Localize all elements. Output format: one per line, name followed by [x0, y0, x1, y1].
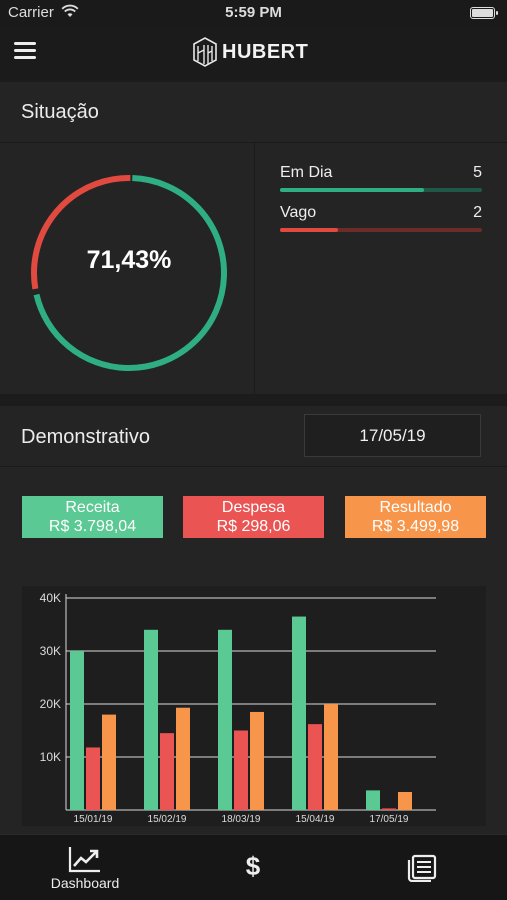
tab-dashboard-label: Dashboard — [50, 875, 120, 891]
trending-chart-icon — [68, 847, 100, 873]
despesa-summary[interactable]: Despesa R$ 298,06 — [183, 496, 324, 538]
y-tick-label: 30K — [40, 644, 61, 658]
legend-em-dia-count: 5 — [473, 164, 482, 181]
tab-dashboard[interactable]: Dashboard — [30, 835, 140, 900]
resultado-summary[interactable]: Resultado R$ 3.499,98 — [345, 496, 486, 538]
receita-value: R$ 3.798,04 — [48, 518, 137, 535]
legend-em-dia-track — [280, 188, 482, 192]
situacao-percent: 71,43% — [86, 246, 172, 274]
brand-logo: HUBERT — [190, 36, 308, 68]
hamburger-line — [14, 56, 36, 59]
donut-vago-arc — [31, 175, 227, 371]
divider — [254, 142, 255, 394]
legend-em-dia-bar — [280, 188, 425, 192]
tab-bar: Dashboard $ — [0, 834, 507, 900]
x-tick-label: 15/01/19 — [74, 814, 113, 825]
bar — [144, 629, 158, 810]
y-tick-label: 10K — [40, 750, 61, 764]
situacao-title: Situação — [21, 101, 99, 123]
x-tick-label: 18/03/19 — [222, 814, 261, 825]
menu-button[interactable] — [14, 42, 36, 60]
y-tick-label: 40K — [40, 591, 61, 605]
bar — [324, 704, 338, 810]
brand-name: HUBERT — [222, 40, 309, 63]
x-tick-label: 15/04/19 — [296, 814, 335, 825]
bar — [292, 616, 306, 810]
x-tick-label: 15/02/19 — [148, 814, 187, 825]
carrier-label: Carrier — [8, 4, 54, 21]
bar — [234, 730, 248, 810]
bar — [218, 629, 232, 810]
despesa-label: Despesa — [221, 499, 286, 516]
bar — [366, 790, 380, 810]
bar — [160, 733, 174, 810]
legend-vago-label: Vago — [280, 204, 317, 221]
resultado-value: R$ 3.499,98 — [371, 518, 460, 535]
dollar-icon: $ — [245, 851, 261, 881]
receita-label: Receita — [65, 499, 120, 516]
y-tick-label: 20K — [40, 697, 61, 711]
x-tick-label: 17/05/19 — [370, 814, 409, 825]
legend-vago-count: 2 — [473, 204, 482, 221]
despesa-value: R$ 298,06 — [216, 518, 291, 535]
news-list-icon — [407, 854, 437, 882]
hamburger-line — [14, 49, 36, 52]
date-picker[interactable]: 17/05/19 — [304, 414, 481, 457]
bar — [70, 651, 84, 810]
legend-em-dia-label: Em Dia — [280, 164, 333, 181]
legend-vago-bar — [280, 228, 338, 232]
battery-icon — [470, 7, 498, 19]
bar — [250, 711, 264, 810]
divider — [0, 142, 507, 143]
tab-financeiro[interactable]: $ — [223, 835, 283, 900]
bar — [102, 714, 116, 810]
hubert-logo-icon — [193, 37, 217, 67]
receita-summary[interactable]: Receita R$ 3.798,04 — [22, 496, 163, 538]
bar — [398, 791, 412, 810]
clock-label: 5:59 PM — [225, 4, 282, 21]
bar — [86, 747, 100, 810]
situacao-card: Situação 71,43% Em Dia 5 Vago 2 — [0, 82, 507, 394]
demonstrativo-bar-chart: 10K 20K 30K 40K 15/01/19 15/02/19 18/03/19 15/0… — [22, 586, 486, 826]
wifi-icon — [61, 4, 79, 22]
demonstrativo-card: Demonstrativo 17/05/19 Receita R$ 3.798,… — [0, 406, 507, 834]
bar — [176, 707, 190, 810]
resultado-label: Resultado — [379, 499, 452, 516]
bar — [382, 808, 396, 810]
status-bar: Carrier 5:59 PM — [0, 0, 507, 26]
situacao-donut-chart — [31, 175, 227, 371]
bar-chart-svg: 10K 20K 30K 40K 15/01/19 15/02/19 18/03/19 15/0… — [40, 591, 436, 825]
bar — [308, 724, 322, 810]
legend-vago-track — [280, 228, 482, 232]
hamburger-icon — [14, 42, 36, 45]
divider — [0, 466, 507, 467]
demonstrativo-title: Demonstrativo — [21, 426, 150, 448]
tab-noticias[interactable] — [392, 835, 452, 900]
nav-bar: HUBERT — [0, 26, 507, 80]
